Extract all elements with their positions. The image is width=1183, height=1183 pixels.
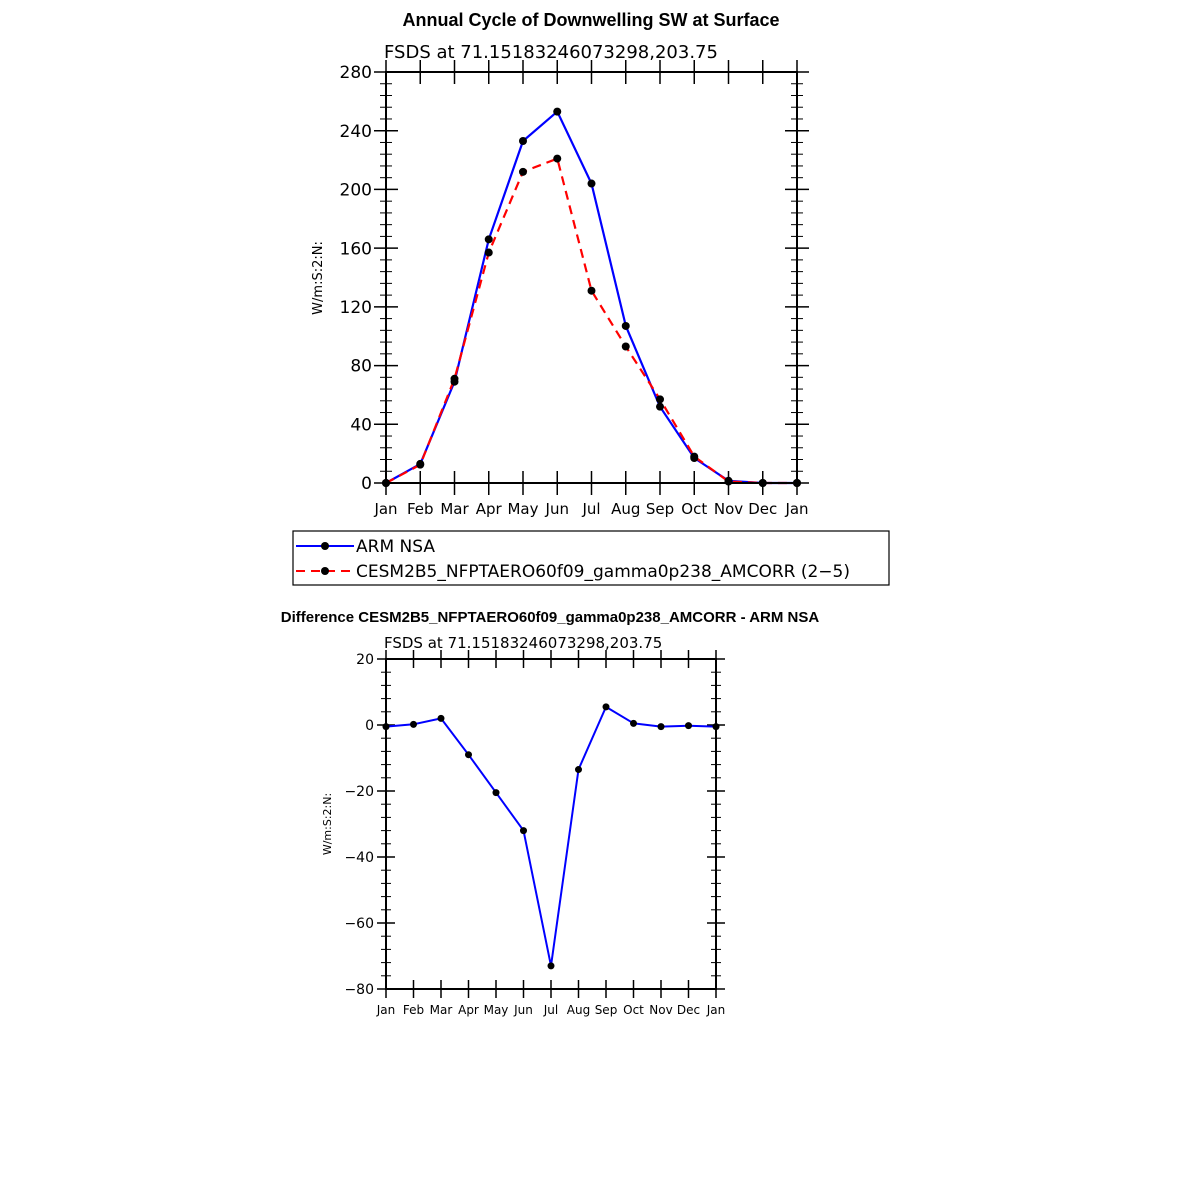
bottom-y-tick-label: −60 [344,916,374,932]
bottom-y-tick-label: −20 [344,784,374,800]
top-series-1-point [587,286,596,295]
top-x-tick-label: Jan [373,500,397,518]
bottom-x-tick-label: Feb [403,1003,424,1017]
top-y-tick-label: 80 [350,357,372,377]
top-x-tick-label: Feb [407,500,434,518]
top-x-tick-label: Jul [581,500,600,518]
bottom-y-tick-label: −40 [344,850,374,866]
bottom-series-0-point [602,703,610,711]
bottom-x-tick-label: Nov [649,1003,672,1017]
legend-label-arm-nsa: ARM NSA [356,537,435,557]
top-series-line-0 [385,110,797,485]
top-series-0-point [553,107,562,116]
top-series-0-point [621,321,630,330]
top-y-tick-label: 0 [361,474,372,494]
top-x-tick-label: Apr [476,500,503,518]
top-series-1-point [519,167,527,176]
top-x-tick-label: Aug [611,500,640,518]
bottom-y-tick-label: 20 [356,652,374,668]
legend: ARM NSA CESM2B5_NFPTAERO60f09_gamma0p238… [292,530,890,586]
top-series-0-point [519,136,527,145]
bottom-series-0-point [685,722,692,730]
top-y-tick-label: 40 [350,415,372,435]
top-series-1-point [484,248,493,257]
legend-marker-arm-nsa [321,542,329,550]
top-y-tick-label: 200 [340,181,372,201]
top-series-0-point [656,402,664,411]
bottom-x-tick-label: Oct [623,1003,644,1017]
top-series-0-point [587,179,596,188]
top-y-tick-label: 240 [340,122,372,142]
top-chart-ylabel: W/m:S:2:N: [311,241,326,315]
bottom-x-tick-label: Aug [567,1003,590,1017]
legend-box [292,530,890,586]
bottom-x-tick-label: Jan [706,1003,726,1017]
top-chart-title: Annual Cycle of Downwelling SW at Surfac… [402,10,779,30]
bottom-series-0-point [465,751,472,759]
top-chart-plot-area: 0 40 80 120 160 200 240 280 Jan Feb Mar Apr May Jun Ju… [340,60,809,518]
top-series-1-point [656,395,664,404]
bottom-series-0-point [657,723,665,731]
top-x-tick-label: Nov [714,500,743,518]
bottom-x-tick-label: Dec [677,1003,700,1017]
top-series-1-point [553,154,562,163]
top-x-tick-label: Sep [646,500,674,518]
bottom-chart-title: Difference CESM2B5_NFPTAERO60f09_gamma0p… [281,609,820,626]
bottom-series-0-point [492,789,500,797]
bottom-x-tick-label: May [484,1003,509,1017]
bottom-series-0-point [547,962,555,970]
bottom-x-tick-label: Sep [595,1003,618,1017]
bottom-chart-frame [385,658,717,990]
top-x-tick-label: May [507,500,538,518]
top-chart-frame [385,71,798,484]
top-y-tick-label: 160 [340,239,372,259]
bottom-chart-ylabel: W/m:S:2:N: [321,793,334,855]
top-chart-subtitle: FSDS at 71.15183246073298,203.75 [384,42,718,63]
top-series-0-point [484,235,493,244]
top-x-tick-label: Oct [681,500,707,518]
bottom-x-tick-label: Jun [513,1003,533,1017]
bottom-chart-plot-area: −80 −60 −40 −20 0 20 Jan Feb Mar Apr May Jun Jul Aug S… [344,650,725,1017]
top-y-tick-label: 120 [340,298,372,318]
top-x-tick-label: Jun [545,500,569,518]
bottom-x-tick-label: Mar [430,1003,453,1017]
legend-marker-cesm [321,567,329,575]
legend-label-cesm: CESM2B5_NFPTAERO60f09_gamma0p238_AMCORR … [356,562,850,582]
bottom-series-line-0 [385,705,717,967]
bottom-chart-subtitle: FSDS at 71.15183246073298,203.75 [384,634,662,652]
bottom-y-tick-label: 0 [365,718,374,734]
top-x-tick-label: Dec [748,500,777,518]
bottom-series-0-point [437,714,445,722]
bottom-x-tick-label: Jul [543,1003,558,1017]
bottom-series-0-point [520,827,527,835]
bottom-series-0-point [630,719,637,727]
top-y-tick-label: 280 [340,63,372,83]
top-series-1-point [450,374,459,383]
top-x-tick-label: Jan [784,500,808,518]
top-series-1-point [724,477,733,486]
top-series-line-1 [385,157,797,485]
top-series-1-point [690,452,699,461]
top-x-tick-label: Mar [440,500,469,518]
top-series-1-point [416,460,425,469]
bottom-x-tick-label: Apr [458,1003,479,1017]
bottom-y-tick-label: −80 [344,982,374,998]
top-series-1-point [621,342,630,351]
bottom-x-tick-label: Jan [376,1003,396,1017]
bottom-series-0-point [575,766,582,774]
bottom-series-0-point [410,720,417,728]
